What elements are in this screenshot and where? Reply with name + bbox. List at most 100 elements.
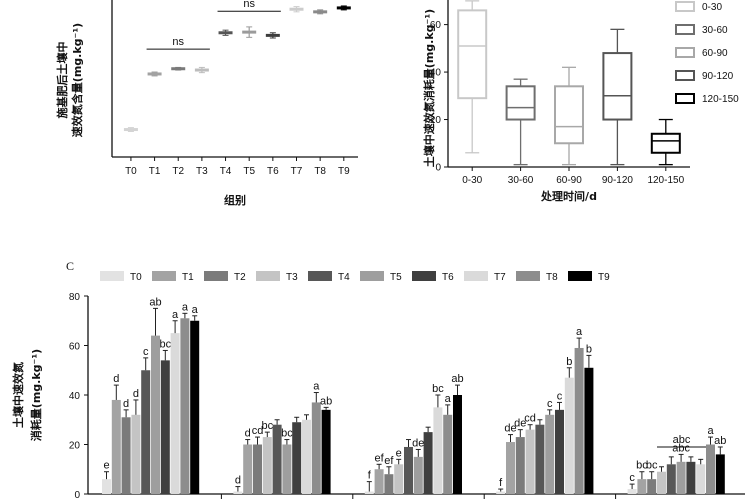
panel-c-sig-letter: cd xyxy=(524,413,536,425)
panel-c-sig-letter: b xyxy=(566,356,572,368)
panel-c-sig-letter: bc xyxy=(646,460,658,472)
panel-c-sig-letter: de xyxy=(412,437,424,449)
panel-c-bar xyxy=(525,429,535,494)
panel-c-bar xyxy=(282,444,292,494)
panel-c-bar xyxy=(696,464,706,494)
panel-c-bar xyxy=(170,333,180,494)
panel-b-legend-label: 120-150 xyxy=(702,94,739,105)
panel-c-y-axis-title: 土壤中速效氮 xyxy=(11,362,25,428)
panel-c-bar xyxy=(131,414,141,494)
panel-c-legend-swatch xyxy=(464,271,488,281)
panel-b-legend-swatch xyxy=(675,70,695,81)
panel-c-bar xyxy=(233,491,243,494)
panel-c-legend-label: T7 xyxy=(494,272,506,283)
panel-c-legend-label: T6 xyxy=(442,272,454,283)
panel-c-bar xyxy=(311,402,321,494)
panel-c-sig-letter: f xyxy=(499,477,503,489)
panel-c-sig-letter: bc xyxy=(281,428,293,440)
panel-c-bar xyxy=(686,461,696,494)
panel-c-sig-letter: d xyxy=(113,373,119,385)
panel-c-legend-swatch xyxy=(100,271,124,281)
panel-a-x-tick-label: T4 xyxy=(220,166,232,177)
panel-c-bar xyxy=(637,479,647,494)
panel-a-x-tick-label: T2 xyxy=(172,166,184,177)
panel-a-ns-label: ns xyxy=(243,0,255,10)
panel-b-y-tick-label: 20 xyxy=(430,115,442,126)
panel-b-box xyxy=(650,132,681,154)
panel-b-legend-swatch xyxy=(675,24,695,35)
panel-c-bar xyxy=(506,442,515,494)
panel-c-sig-letter: b xyxy=(586,343,592,355)
panel-c-bar xyxy=(253,444,262,494)
panel-c-sig-letter: d xyxy=(245,428,251,440)
panel-a-x-axis-title: 组别 xyxy=(224,193,246,207)
panel-c-bar xyxy=(121,417,131,494)
panel-c-bar xyxy=(515,437,525,494)
panel-c-sig-letter: c xyxy=(629,472,635,484)
panel-c-bar xyxy=(180,318,190,494)
panel-c-legend-swatch xyxy=(256,271,280,281)
panel-c-y-axis-title: 消耗量(mg.kg⁻¹) xyxy=(29,349,43,441)
panel-c-bar xyxy=(453,395,462,494)
panel-c-y-tick-label: 20 xyxy=(69,441,81,452)
panel-c-bar xyxy=(151,335,160,494)
panel-c-legend-swatch xyxy=(568,271,592,281)
panel-c-sig-letter: d xyxy=(235,475,241,487)
panel-a-x-tick-label: T1 xyxy=(149,166,161,177)
panel-c-bar xyxy=(190,320,200,494)
panel-c-sig-letter: de xyxy=(514,418,526,430)
panel-b-y-axis-title: 土壤中速效氮消耗量(mg.kg⁻¹) xyxy=(422,9,436,167)
panel-c-sig-letter: bc xyxy=(432,383,444,395)
panel-b-box xyxy=(602,52,633,121)
panel-c-sig-letter: a xyxy=(182,301,189,313)
panel-c-sig-letter: bc xyxy=(159,338,171,350)
panel-c-bar xyxy=(657,471,666,494)
panel-c-bar xyxy=(433,407,443,494)
panel-c-bar xyxy=(272,424,282,494)
panel-c-sig-letter: cd xyxy=(252,425,264,437)
panel-c-sig-letter: a xyxy=(172,309,179,321)
panel-b-x-tick-label: 30-60 xyxy=(508,175,534,186)
panel-c-sig-letter: a xyxy=(576,326,583,338)
panel-c-bar xyxy=(413,456,423,494)
panel-c-bar xyxy=(302,419,311,494)
panel-a-x-tick-label: T7 xyxy=(291,166,303,177)
panel-c-bar xyxy=(243,444,253,494)
panel-b-box xyxy=(505,85,536,121)
panel-a-ns-label: ns xyxy=(172,36,184,48)
panel-b-x-tick-label: 120-150 xyxy=(647,175,684,186)
panel-c-bar xyxy=(423,432,433,494)
panel-b-legend-label: 60-90 xyxy=(702,48,728,59)
panel-a-x-tick-label: T8 xyxy=(314,166,326,177)
panel-c-bar xyxy=(384,474,394,494)
panel-a-y-axis-title: 速效氮含量(mg.kg⁻¹) xyxy=(70,23,84,137)
panel-c-legend-label: T3 xyxy=(286,272,298,283)
panel-b-legend-swatch xyxy=(675,1,695,12)
panel-c-bar xyxy=(262,437,272,494)
panel-b-legend-label: 30-60 xyxy=(702,25,728,36)
panel-c-legend-swatch xyxy=(308,271,332,281)
panel-c-bar xyxy=(715,454,725,494)
panel-c-legend-label: T8 xyxy=(546,272,558,283)
panel-c-bar xyxy=(627,489,637,494)
panel-a-x-tick-label: T3 xyxy=(196,166,208,177)
panel-c-sig-letter: d xyxy=(133,388,139,400)
panel-c-sig-letter: abc xyxy=(672,442,690,454)
panel-a: T0T1T2T3T4T5T6T7T8T9nsnsns组别施基肥后土壤中速效氮含量… xyxy=(55,0,358,207)
panel-c-sig-letter: ab xyxy=(320,395,332,407)
panel-c-group-letter: abc xyxy=(673,434,691,446)
panel-c-bar xyxy=(555,409,564,494)
panel-c-bar xyxy=(545,414,555,494)
panel-c-bar xyxy=(111,399,121,494)
panel-c-sig-letter: bc xyxy=(261,420,273,432)
panel-c-legend-swatch xyxy=(412,271,436,281)
panel-c-bar xyxy=(102,479,111,494)
panel-c-bar xyxy=(292,422,302,494)
panel-c-sig-letter: a xyxy=(707,425,714,437)
panel-c-sig-letter: c xyxy=(547,398,553,410)
panel-c-label: C xyxy=(66,259,74,273)
panel-c-sig-letter: c xyxy=(143,346,149,358)
panel-c-bar xyxy=(706,444,715,494)
panel-c-legend-swatch xyxy=(204,271,228,281)
panel-c-sig-letter: ef xyxy=(375,452,385,464)
